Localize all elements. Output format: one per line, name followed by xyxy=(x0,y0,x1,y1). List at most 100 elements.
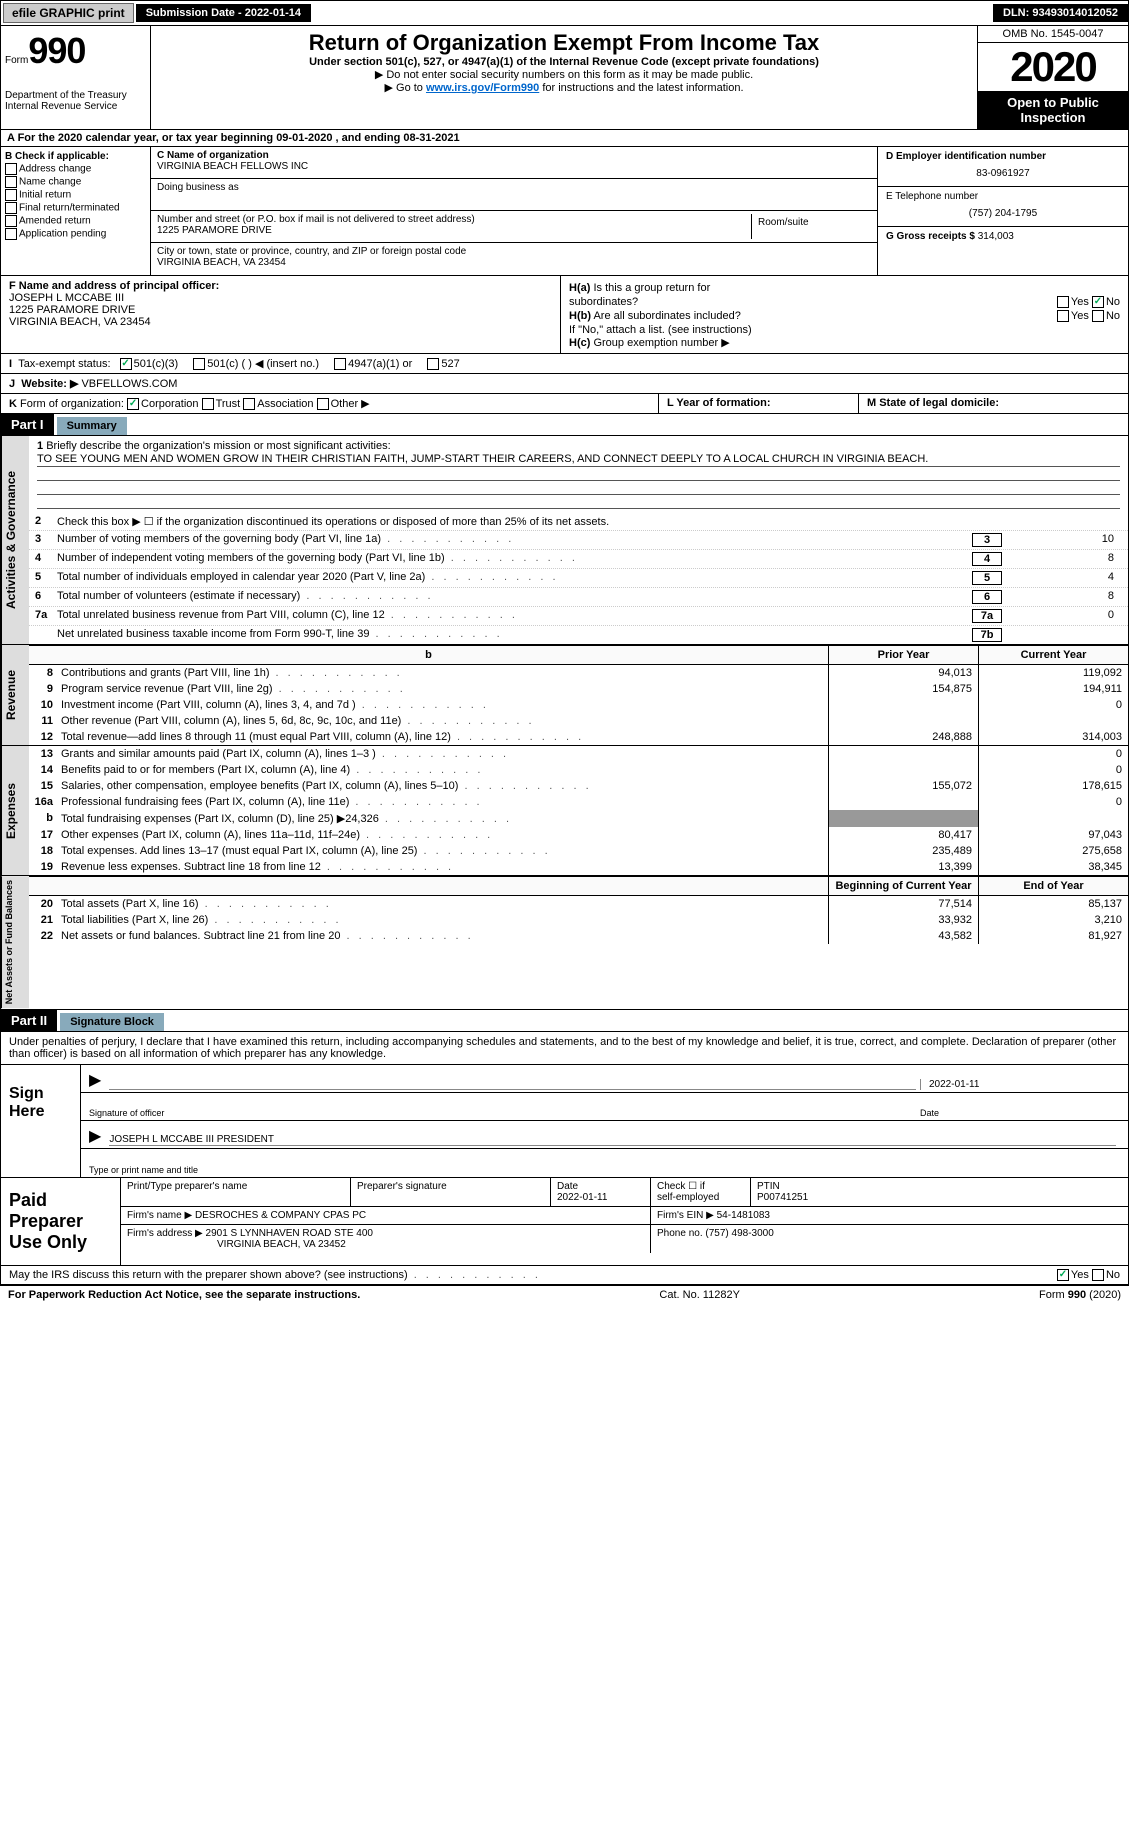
tab-netassets: Net Assets or Fund Balances xyxy=(1,876,29,1008)
table-row: 10Investment income (Part VIII, column (… xyxy=(29,697,1128,713)
section-h: H(a) Is this a group return for subordin… xyxy=(561,276,1128,353)
section-c: C Name of organization VIRGINIA BEACH FE… xyxy=(151,147,878,275)
expenses-section: Expenses 13Grants and similar amounts pa… xyxy=(0,746,1129,876)
firm-addr2: VIRGINIA BEACH, VA 23452 xyxy=(217,1239,346,1250)
line-k: K Form of organization: Corporation Trus… xyxy=(0,394,1129,414)
chk-app-pending[interactable]: Application pending xyxy=(5,228,146,240)
perjury-declaration: Under penalties of perjury, I declare th… xyxy=(0,1032,1129,1065)
net-table-header: Beginning of Current Year End of Year xyxy=(29,876,1128,896)
hb-no[interactable] xyxy=(1092,310,1104,322)
col-end: End of Year xyxy=(978,877,1128,895)
prep-date: 2022-01-11 xyxy=(557,1192,607,1203)
hb-yes[interactable] xyxy=(1057,310,1069,322)
ein-row: D Employer identification number 83-0961… xyxy=(878,147,1128,187)
form-title: Return of Organization Exempt From Incom… xyxy=(155,30,973,56)
table-row: 18Total expenses. Add lines 13–17 (must … xyxy=(29,843,1128,859)
line-j: J Website: ▶ VBFELLOWS.COM xyxy=(0,374,1129,394)
section-f: F Name and address of principal officer:… xyxy=(1,276,561,353)
website: VBFELLOWS.COM xyxy=(81,378,177,390)
form-number: 990 xyxy=(28,30,85,71)
line-i: I Tax-exempt status: 501(c)(3) 501(c) ( … xyxy=(0,354,1129,374)
org-name-row: C Name of organization VIRGINIA BEACH FE… xyxy=(151,147,877,179)
table-row: bTotal fundraising expenses (Part IX, co… xyxy=(29,810,1128,827)
ein-value: 83-0961927 xyxy=(886,168,1120,179)
chk-corp[interactable] xyxy=(127,398,139,410)
chk-amended-return[interactable]: Amended return xyxy=(5,215,146,227)
arrow-icon: ▶ xyxy=(89,1070,101,1090)
chk-final-return[interactable]: Final return/terminated xyxy=(5,202,146,214)
form-header: Form990 Department of the Treasury Inter… xyxy=(0,26,1129,130)
summary-line: 6Total number of volunteers (estimate if… xyxy=(29,588,1128,607)
b-label: B Check if applicable: xyxy=(5,151,146,162)
table-row: 20Total assets (Part X, line 16)77,51485… xyxy=(29,896,1128,912)
summary-line: Net unrelated business taxable income fr… xyxy=(29,626,1128,644)
city-row: City or town, state or province, country… xyxy=(151,243,877,275)
tab-activities: Activities & Governance xyxy=(1,436,29,644)
chk-501c3[interactable] xyxy=(120,358,132,370)
note-ssn: ▶ Do not enter social security numbers o… xyxy=(155,68,973,81)
chk-501c[interactable] xyxy=(193,358,205,370)
header-mid: Return of Organization Exempt From Incom… xyxy=(151,26,978,129)
top-bar: efile GRAPHIC print Submission Date - 20… xyxy=(0,0,1129,26)
line-a-period: A For the 2020 calendar year, or tax yea… xyxy=(0,130,1129,147)
chk-name-change[interactable]: Name change xyxy=(5,176,146,188)
street-address: 1225 PARAMORE DRIVE xyxy=(157,225,751,236)
year-formation: L Year of formation: xyxy=(658,394,858,413)
col-prior-year: Prior Year xyxy=(828,646,978,664)
inspection-label: Open to Public Inspection xyxy=(978,91,1128,129)
irs-label: Internal Revenue Service xyxy=(5,101,146,112)
table-row: 22Net assets or fund balances. Subtract … xyxy=(29,928,1128,944)
chk-trust[interactable] xyxy=(202,398,214,410)
firm-name: DESROCHES & COMPANY CPAS PC xyxy=(195,1210,366,1221)
sign-here-block: Sign Here ▶ 2022-01-11 Signature of offi… xyxy=(0,1065,1129,1178)
part2-header: Part II Signature Block xyxy=(0,1010,1129,1032)
city-state-zip: VIRGINIA BEACH, VA 23454 xyxy=(157,257,871,268)
chk-initial-return[interactable]: Initial return xyxy=(5,189,146,201)
address-row: Number and street (or P.O. box if mail i… xyxy=(151,211,877,243)
firm-ein: 54-1481083 xyxy=(717,1210,770,1221)
officer-addr1: 1225 PARAMORE DRIVE xyxy=(9,304,552,316)
chk-address-change[interactable]: Address change xyxy=(5,163,146,175)
table-row: 11Other revenue (Part VIII, column (A), … xyxy=(29,713,1128,729)
room-suite: Room/suite xyxy=(751,214,871,239)
pra-notice: For Paperwork Reduction Act Notice, see … xyxy=(8,1289,360,1301)
header-left: Form990 Department of the Treasury Inter… xyxy=(1,26,151,129)
paid-preparer-block: Paid Preparer Use Only Print/Type prepar… xyxy=(0,1178,1129,1266)
efile-print-button[interactable]: efile GRAPHIC print xyxy=(3,3,134,23)
summary-line: 7aTotal unrelated business revenue from … xyxy=(29,607,1128,626)
form-ref: Form 990 (2020) xyxy=(1039,1289,1121,1301)
signature-line[interactable] xyxy=(109,1089,916,1090)
tax-year: 2020 xyxy=(978,43,1128,91)
telephone: (757) 204-1795 xyxy=(886,208,1120,219)
dba-row: Doing business as xyxy=(151,179,877,211)
discuss-no[interactable] xyxy=(1092,1269,1104,1281)
chk-other[interactable] xyxy=(317,398,329,410)
ha-yes[interactable] xyxy=(1057,296,1069,308)
form-word: Form xyxy=(5,55,28,66)
sig-date: 2022-01-11 xyxy=(920,1079,1120,1090)
table-row: 17Other expenses (Part IX, column (A), l… xyxy=(29,827,1128,843)
chk-assoc[interactable] xyxy=(243,398,255,410)
chk-527[interactable] xyxy=(427,358,439,370)
irs-link[interactable]: www.irs.gov/Form990 xyxy=(426,82,539,94)
note-link: ▶ Go to www.irs.gov/Form990 for instruct… xyxy=(155,81,973,94)
discuss-row: May the IRS discuss this return with the… xyxy=(0,1266,1129,1285)
section-bcd: B Check if applicable: Address change Na… xyxy=(0,147,1129,275)
table-row: 12Total revenue—add lines 8 through 11 (… xyxy=(29,729,1128,745)
summary-line: 4Number of independent voting members of… xyxy=(29,550,1128,569)
revenue-section: Revenue b Prior Year Current Year 8Contr… xyxy=(0,645,1129,746)
section-fh: F Name and address of principal officer:… xyxy=(0,275,1129,354)
table-row: 19Revenue less expenses. Subtract line 1… xyxy=(29,859,1128,875)
summary-line: 3Number of voting members of the governi… xyxy=(29,531,1128,550)
dept-treasury: Department of the Treasury xyxy=(5,90,146,101)
ha-no[interactable] xyxy=(1092,296,1104,308)
table-row: 16aProfessional fundraising fees (Part I… xyxy=(29,794,1128,810)
gross-receipts: 314,003 xyxy=(978,231,1014,242)
chk-4947[interactable] xyxy=(334,358,346,370)
dln-number: DLN: 93493014012052 xyxy=(993,4,1128,22)
discuss-yes[interactable] xyxy=(1057,1269,1069,1281)
table-row: 15Salaries, other compensation, employee… xyxy=(29,778,1128,794)
part1-header: Part I Summary xyxy=(0,414,1129,436)
netassets-section: Net Assets or Fund Balances Beginning of… xyxy=(0,876,1129,1009)
officer-addr2: VIRGINIA BEACH, VA 23454 xyxy=(9,316,552,328)
